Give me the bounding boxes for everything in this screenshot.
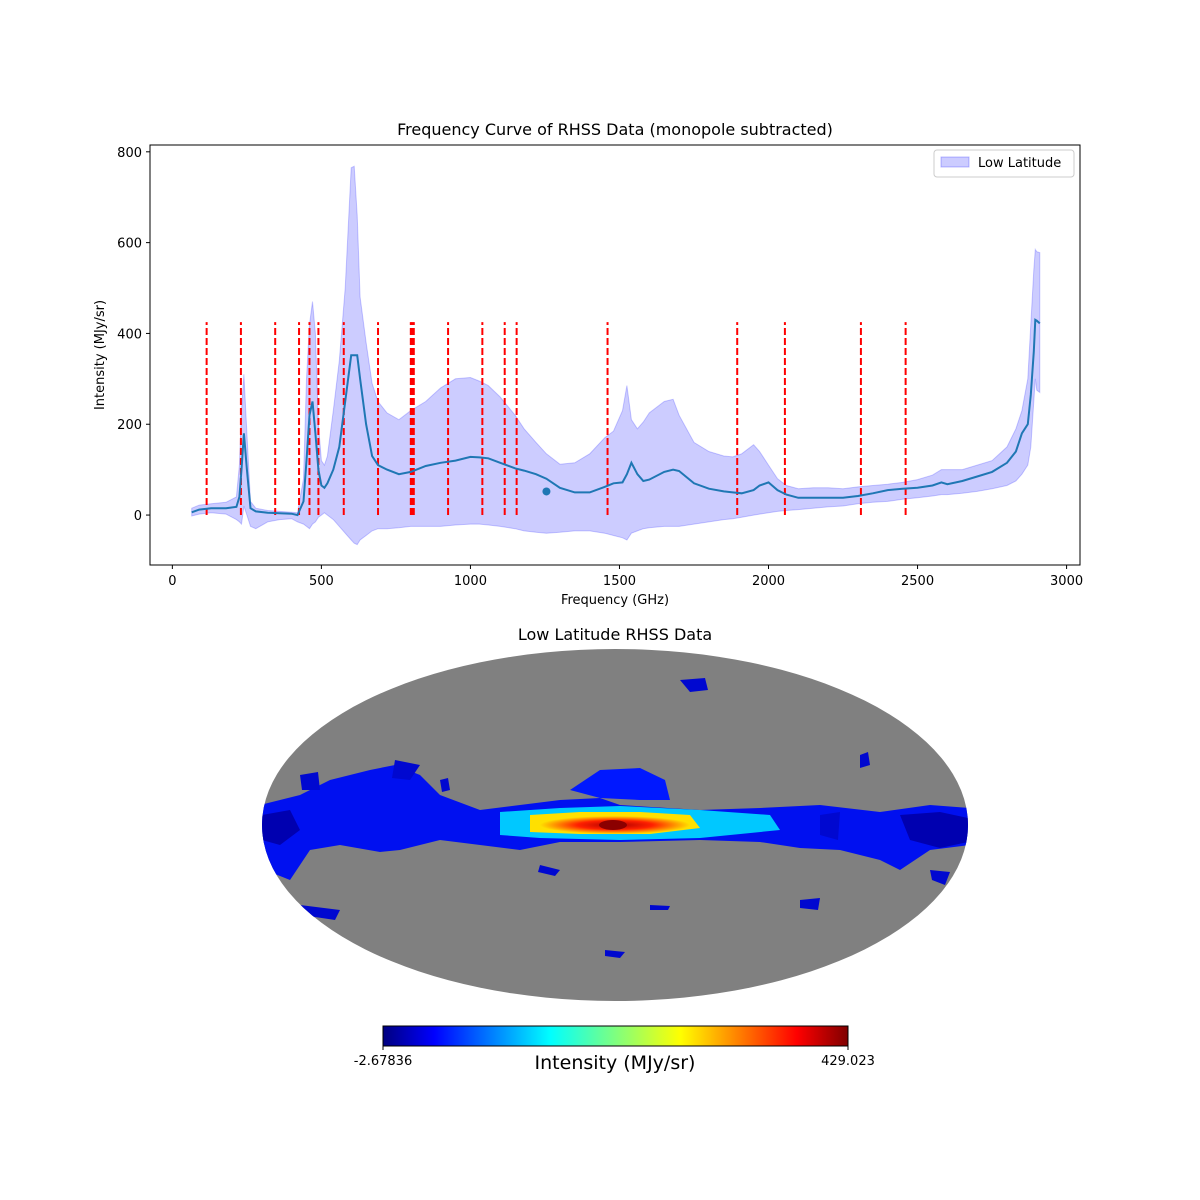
y-axis: 0 200 400 600 800 xyxy=(117,146,150,524)
bulge-region xyxy=(570,768,670,800)
colorbar-label: Intensity (MJy/sr) xyxy=(535,1052,696,1074)
legend-swatch xyxy=(940,156,970,168)
mean-line xyxy=(191,318,1041,517)
x-tick-label-0: 0 xyxy=(168,574,176,589)
uncertainty-band xyxy=(191,165,1041,546)
line-layer xyxy=(191,318,1041,517)
x-axis: 0 500 1000 1500 2000 2500 3000 xyxy=(168,565,1083,589)
x-tick-label-500: 500 xyxy=(309,574,334,589)
colorbar-max-label: 429.023 xyxy=(821,1054,875,1069)
line-chart: Frequency Curve of RHSS Data (monopole s… xyxy=(93,120,1083,608)
y-tick-label-800: 800 xyxy=(117,146,142,161)
chart-title: Frequency Curve of RHSS Data (monopole s… xyxy=(397,120,833,139)
x-tick-label-1000: 1000 xyxy=(454,574,487,589)
legend-box xyxy=(933,149,1075,178)
colorbar-min-label: -2.67836 xyxy=(354,1054,412,1069)
x-axis-label: Frequency (GHz) xyxy=(561,593,669,608)
y-axis-label: Intensity (MJy/sr) xyxy=(93,300,108,410)
galactic-center xyxy=(599,820,627,830)
y-tick-label-600: 600 xyxy=(117,237,142,252)
scattered-patches xyxy=(300,678,950,958)
map-title: Low Latitude RHSS Data xyxy=(518,625,712,644)
colorbar-gradient xyxy=(382,1025,849,1047)
colorbar: -2.67836 429.023 Intensity (MJy/sr) xyxy=(354,1025,875,1074)
x-tick-label-1500: 1500 xyxy=(603,574,636,589)
mollweide-map: Low Latitude RHSS Data -2.67836 429.023 … xyxy=(262,625,968,1074)
x-tick-label-2500: 2500 xyxy=(901,574,934,589)
galactic-plane xyxy=(262,678,968,958)
y-tick-label-400: 400 xyxy=(117,327,142,342)
plot-frame xyxy=(149,144,1081,566)
x-tick-label-2000: 2000 xyxy=(752,574,785,589)
data-marker xyxy=(542,487,551,496)
y-tick-label-0: 0 xyxy=(134,509,142,524)
legend-label: Low Latitude xyxy=(978,156,1061,171)
x-tick-label-3000: 3000 xyxy=(1050,574,1083,589)
y-tick-label-200: 200 xyxy=(117,418,142,433)
band-layer xyxy=(191,165,1041,546)
vline-layer xyxy=(205,322,907,516)
legend: Low Latitude xyxy=(933,149,1075,178)
